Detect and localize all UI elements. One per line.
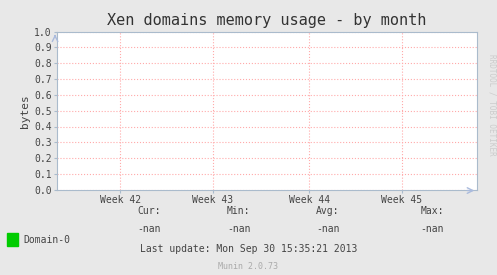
- Text: Last update: Mon Sep 30 15:35:21 2013: Last update: Mon Sep 30 15:35:21 2013: [140, 244, 357, 254]
- Text: Domain-0: Domain-0: [24, 235, 71, 245]
- Text: -nan: -nan: [420, 224, 444, 234]
- Text: Max:: Max:: [420, 207, 444, 216]
- Text: Munin 2.0.73: Munin 2.0.73: [219, 262, 278, 271]
- Text: Avg:: Avg:: [316, 207, 340, 216]
- Text: Min:: Min:: [227, 207, 250, 216]
- Y-axis label: bytes: bytes: [20, 94, 30, 128]
- Text: -nan: -nan: [137, 224, 161, 234]
- Text: -nan: -nan: [316, 224, 340, 234]
- Title: Xen domains memory usage - by month: Xen domains memory usage - by month: [107, 13, 427, 28]
- Text: RRDTOOL / TOBI OETIKER: RRDTOOL / TOBI OETIKER: [488, 54, 497, 155]
- Text: -nan: -nan: [227, 224, 250, 234]
- Text: Cur:: Cur:: [137, 207, 161, 216]
